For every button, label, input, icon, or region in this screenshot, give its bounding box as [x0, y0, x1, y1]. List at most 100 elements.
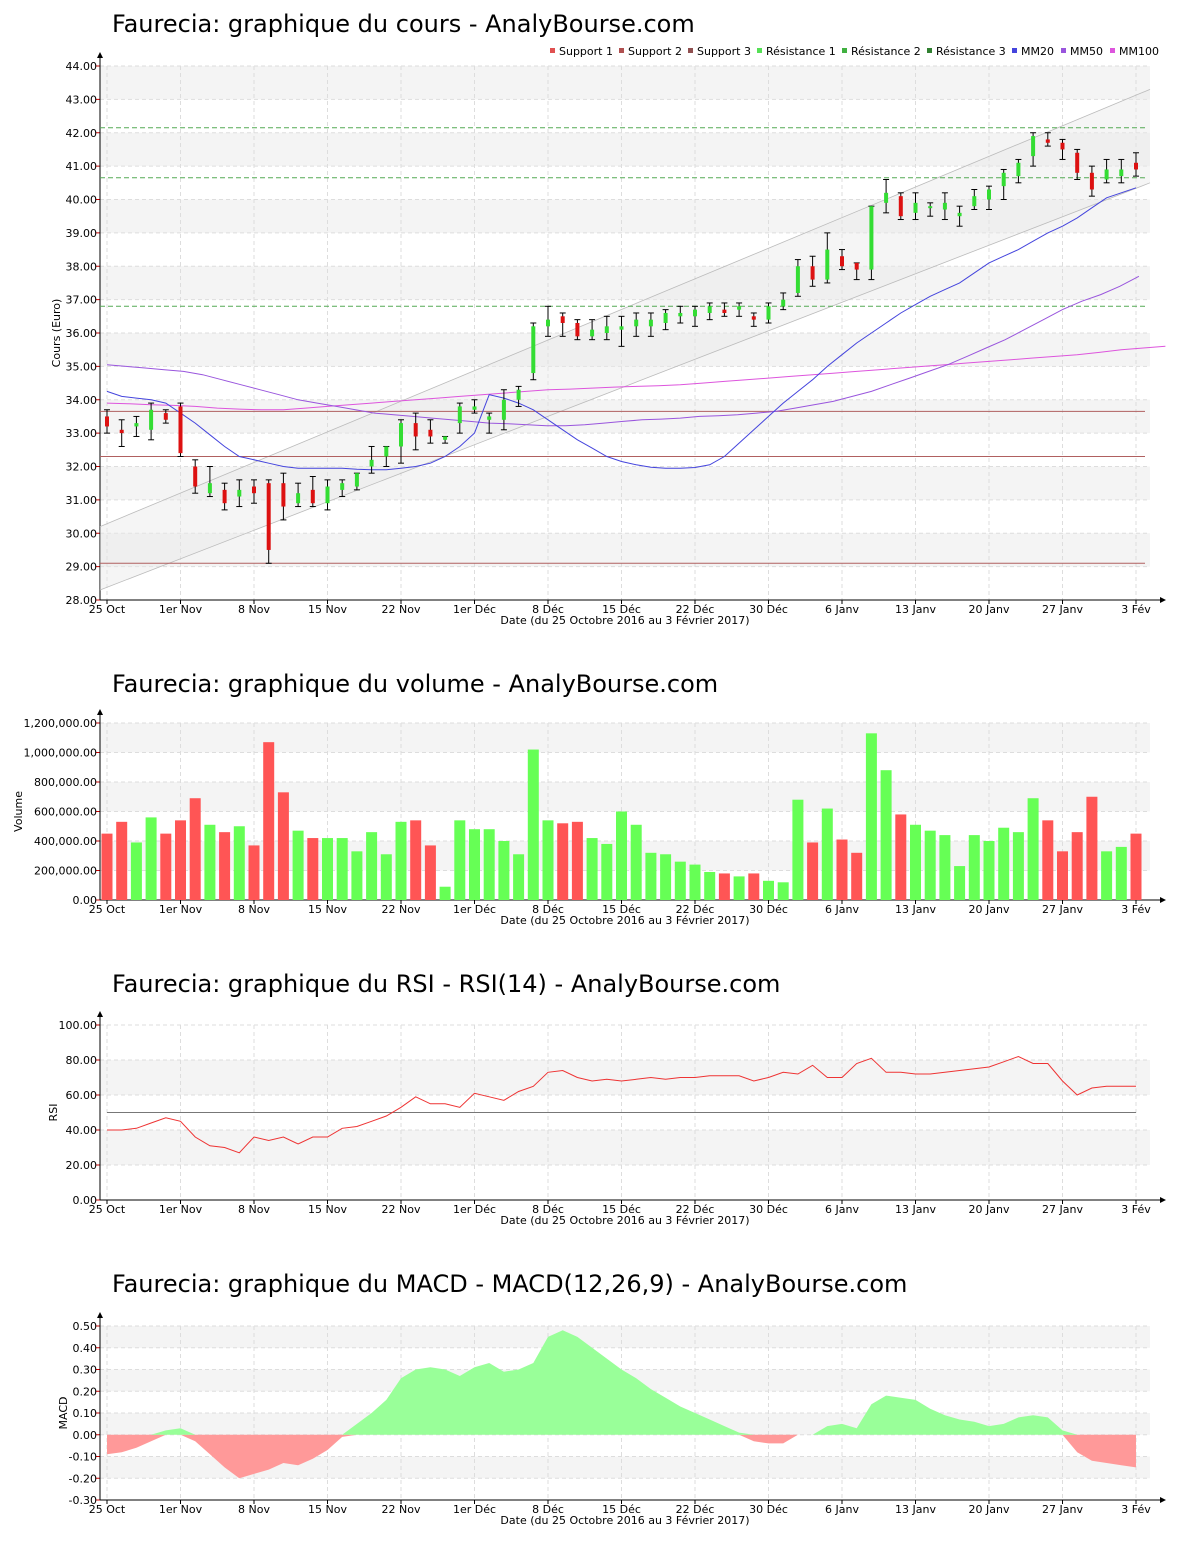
legend-label: Résistance 3 [936, 45, 1006, 58]
candle-body [1134, 162, 1138, 170]
x-tick-label: 13 Janv [895, 603, 936, 616]
legend-swatch [927, 48, 932, 53]
band [100, 1130, 1150, 1165]
volume-bar [1086, 796, 1098, 900]
band [100, 1326, 1150, 1348]
candle-body [163, 413, 168, 420]
candle-body [1089, 172, 1094, 190]
x-tick-label: 15 Déc [602, 1503, 641, 1516]
volume-bar [660, 854, 672, 900]
volume-bar [983, 841, 995, 900]
y-tick-label: -0.10 [69, 1451, 97, 1464]
volume-bar [263, 742, 275, 900]
candle-body [1045, 139, 1050, 143]
candle-body [443, 436, 448, 440]
volume-bar [865, 733, 877, 900]
candle-body [516, 389, 521, 400]
candle-body [663, 312, 668, 323]
candle-body [428, 429, 433, 437]
y-tick-label: 400,000.00 [34, 835, 97, 848]
candle-body [619, 326, 624, 330]
x-tick-label: 1er Déc [453, 603, 496, 616]
volume-bar [586, 838, 598, 900]
macd-chart-title: Faurecia: graphique du MACD - MACD(12,26… [112, 1270, 908, 1298]
legend-label: Support 3 [697, 45, 751, 58]
x-axis-label: Date (du 25 Octobre 2016 au 3 Février 20… [500, 1214, 749, 1227]
y-axis-arrow [97, 1011, 103, 1017]
legend-swatch [619, 48, 624, 53]
macd-positive-area [107, 1330, 1136, 1435]
legend-label: MM20 [1021, 45, 1054, 58]
volume-bar [718, 873, 730, 900]
band [100, 333, 1150, 367]
y-tick-label: 60.00 [66, 1089, 98, 1102]
y-tick-label: 200,000.00 [34, 865, 97, 878]
candle-body [781, 299, 786, 307]
y-tick-label: 34.00 [66, 394, 98, 407]
band [100, 466, 1150, 500]
x-tick-label: 30 Déc [749, 903, 788, 916]
y-tick-label: 38.00 [66, 260, 98, 273]
volume-bar [1130, 833, 1142, 900]
y-tick-label: -0.20 [69, 1472, 97, 1485]
volume-bar [1012, 832, 1024, 900]
y-tick-label: 40.00 [66, 1124, 98, 1137]
x-tick-label: 27 Janv [1042, 1503, 1083, 1516]
volume-bar [895, 814, 907, 900]
volume-bar [351, 851, 363, 900]
x-tick-label: 30 Déc [749, 1503, 788, 1516]
volume-bar [277, 792, 289, 900]
y-axis-label: RSI [47, 1104, 60, 1122]
candle-body [1060, 142, 1065, 150]
volume-bar [777, 882, 789, 900]
y-tick-label: 43.00 [66, 93, 98, 106]
candle-body [825, 249, 830, 280]
legend-swatch [757, 48, 762, 53]
x-tick-label: 1er Nov [159, 1503, 203, 1516]
volume-bar [763, 880, 774, 900]
x-tick-label: 15 Nov [308, 1203, 347, 1216]
x-tick-label: 22 Déc [676, 1503, 715, 1516]
x-tick-label: 15 Nov [308, 1503, 347, 1516]
y-tick-label: 44.00 [66, 60, 98, 73]
x-tick-label: 6 Janv [825, 1503, 859, 1516]
legend-swatch [1061, 48, 1066, 53]
candle-body [296, 493, 301, 504]
volume-bar [998, 827, 1010, 900]
y-tick-label: 20.00 [66, 1159, 98, 1172]
y-tick-label: 0.00 [73, 1194, 98, 1207]
volume-bar [483, 829, 495, 900]
volume-bar [674, 861, 686, 900]
y-tick-label: 1,200,000.00 [24, 717, 97, 730]
y-tick-label: 600,000.00 [34, 806, 97, 819]
volume-bar [821, 808, 833, 900]
band [100, 782, 1150, 812]
x-tick-label: 20 Janv [969, 603, 1010, 616]
band [100, 1456, 1150, 1479]
candle-body [119, 429, 124, 434]
volume-bar [424, 845, 436, 900]
candle-body [693, 309, 697, 317]
volume-bar [954, 866, 966, 900]
x-tick-label: 22 Nov [382, 1503, 421, 1516]
candle-body [1119, 169, 1124, 177]
x-tick-label: 8 Nov [238, 1503, 270, 1516]
candle-body [472, 406, 477, 410]
x-axis-arrow [1160, 597, 1166, 603]
candle-body [325, 486, 330, 504]
legend-label: Résistance 2 [851, 45, 921, 58]
candle-body [707, 306, 712, 313]
volume-bar [689, 864, 701, 900]
x-tick-label: 27 Janv [1042, 1203, 1083, 1216]
candle-body [413, 423, 418, 437]
volume-bar [439, 886, 451, 900]
volume-bar [807, 842, 819, 900]
x-axis-arrow [1160, 897, 1166, 903]
x-tick-label: 15 Nov [308, 903, 347, 916]
y-tick-label: 30.00 [66, 527, 98, 540]
legend-label: MM100 [1119, 45, 1159, 58]
macd-chart: -0.30 -0.20 -0.10 0.00 0.10 0.20 0.30 0.40 0.50 2… [57, 1312, 1166, 1527]
volume-chart-title: Faurecia: graphique du volume - AnalyBou… [112, 670, 719, 698]
volume-bar [851, 852, 863, 900]
